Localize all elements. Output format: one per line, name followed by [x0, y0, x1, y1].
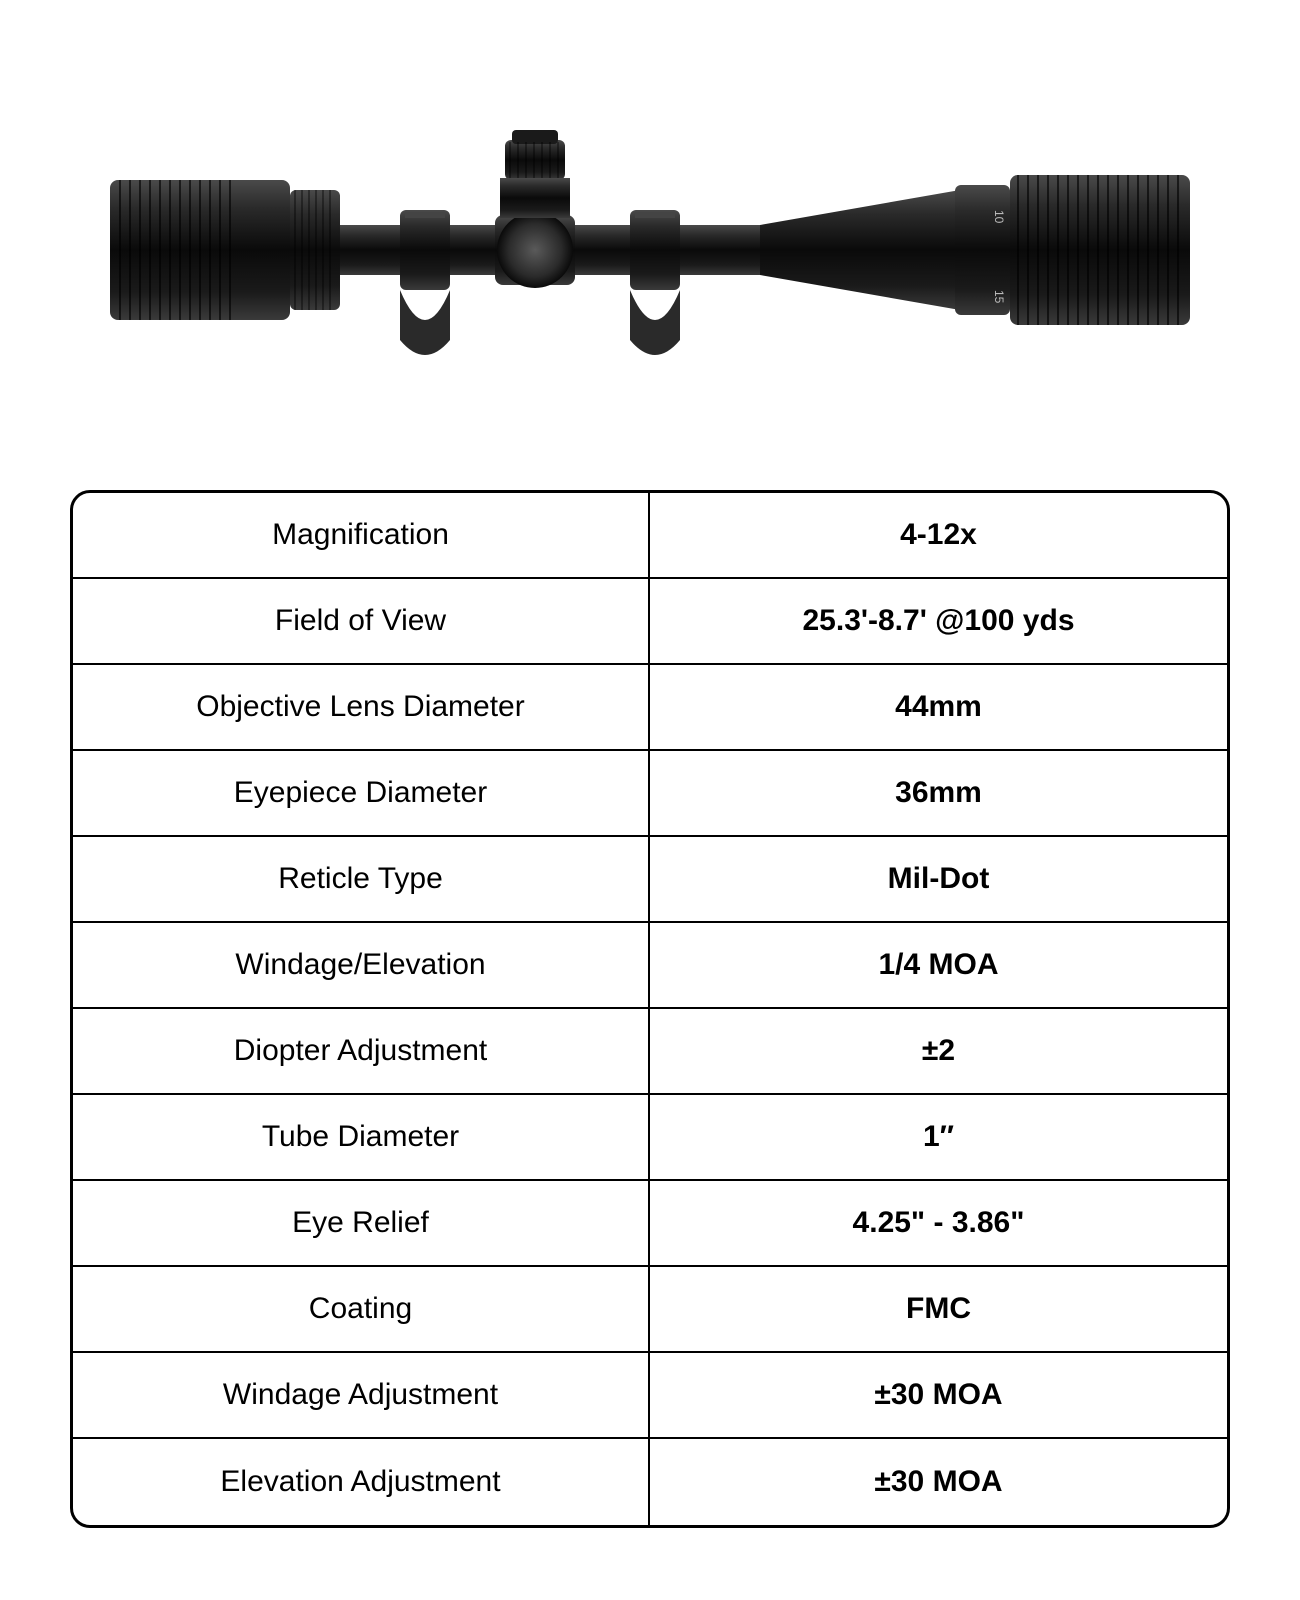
- spec-label: Elevation Adjustment: [73, 1439, 650, 1525]
- spec-label: Objective Lens Diameter: [73, 665, 650, 751]
- spec-label: Windage/Elevation: [73, 923, 650, 1009]
- spec-label: Field of View: [73, 579, 650, 665]
- spec-value: 4-12x: [650, 493, 1227, 579]
- spec-value: Mil-Dot: [650, 837, 1227, 923]
- table-row: Reticle Type Mil-Dot: [73, 837, 1227, 923]
- table-row: Elevation Adjustment ±30 MOA: [73, 1439, 1227, 1525]
- spec-table: Magnification 4-12x Field of View 25.3'-…: [70, 490, 1230, 1528]
- table-row: Coating FMC: [73, 1267, 1227, 1353]
- table-row: Eyepiece Diameter 36mm: [73, 751, 1227, 837]
- spec-value: 1/4 MOA: [650, 923, 1227, 1009]
- spec-label: Coating: [73, 1267, 650, 1353]
- product-image-area: 10 15: [70, 60, 1230, 440]
- spec-value: ±30 MOA: [650, 1353, 1227, 1439]
- table-row: Windage/Elevation 1/4 MOA: [73, 923, 1227, 1009]
- table-row: Windage Adjustment ±30 MOA: [73, 1353, 1227, 1439]
- spec-value: ±30 MOA: [650, 1439, 1227, 1525]
- spec-value: ±2: [650, 1009, 1227, 1095]
- spec-value: FMC: [650, 1267, 1227, 1353]
- spec-value: 44mm: [650, 665, 1227, 751]
- spec-table-body: Magnification 4-12x Field of View 25.3'-…: [73, 493, 1227, 1525]
- table-row: Diopter Adjustment ±2: [73, 1009, 1227, 1095]
- spec-label: Eye Relief: [73, 1181, 650, 1267]
- spec-label: Eyepiece Diameter: [73, 751, 650, 837]
- table-row: Tube Diameter 1″: [73, 1095, 1227, 1181]
- table-row: Field of View 25.3'-8.7' @100 yds: [73, 579, 1227, 665]
- spec-value: 4.25" - 3.86": [650, 1181, 1227, 1267]
- scope-marking-15: 15: [992, 290, 1006, 304]
- spec-label: Diopter Adjustment: [73, 1009, 650, 1095]
- scope-marking-10: 10: [992, 210, 1006, 224]
- spec-value: 25.3'-8.7' @100 yds: [650, 579, 1227, 665]
- spec-value: 36mm: [650, 751, 1227, 837]
- spec-label: Windage Adjustment: [73, 1353, 650, 1439]
- spec-label: Magnification: [73, 493, 650, 579]
- table-row: Magnification 4-12x: [73, 493, 1227, 579]
- table-row: Eye Relief 4.25" - 3.86": [73, 1181, 1227, 1267]
- spec-value: 1″: [650, 1095, 1227, 1181]
- rifle-scope-icon: 10 15: [100, 120, 1200, 380]
- spec-label: Reticle Type: [73, 837, 650, 923]
- spec-label: Tube Diameter: [73, 1095, 650, 1181]
- table-row: Objective Lens Diameter 44mm: [73, 665, 1227, 751]
